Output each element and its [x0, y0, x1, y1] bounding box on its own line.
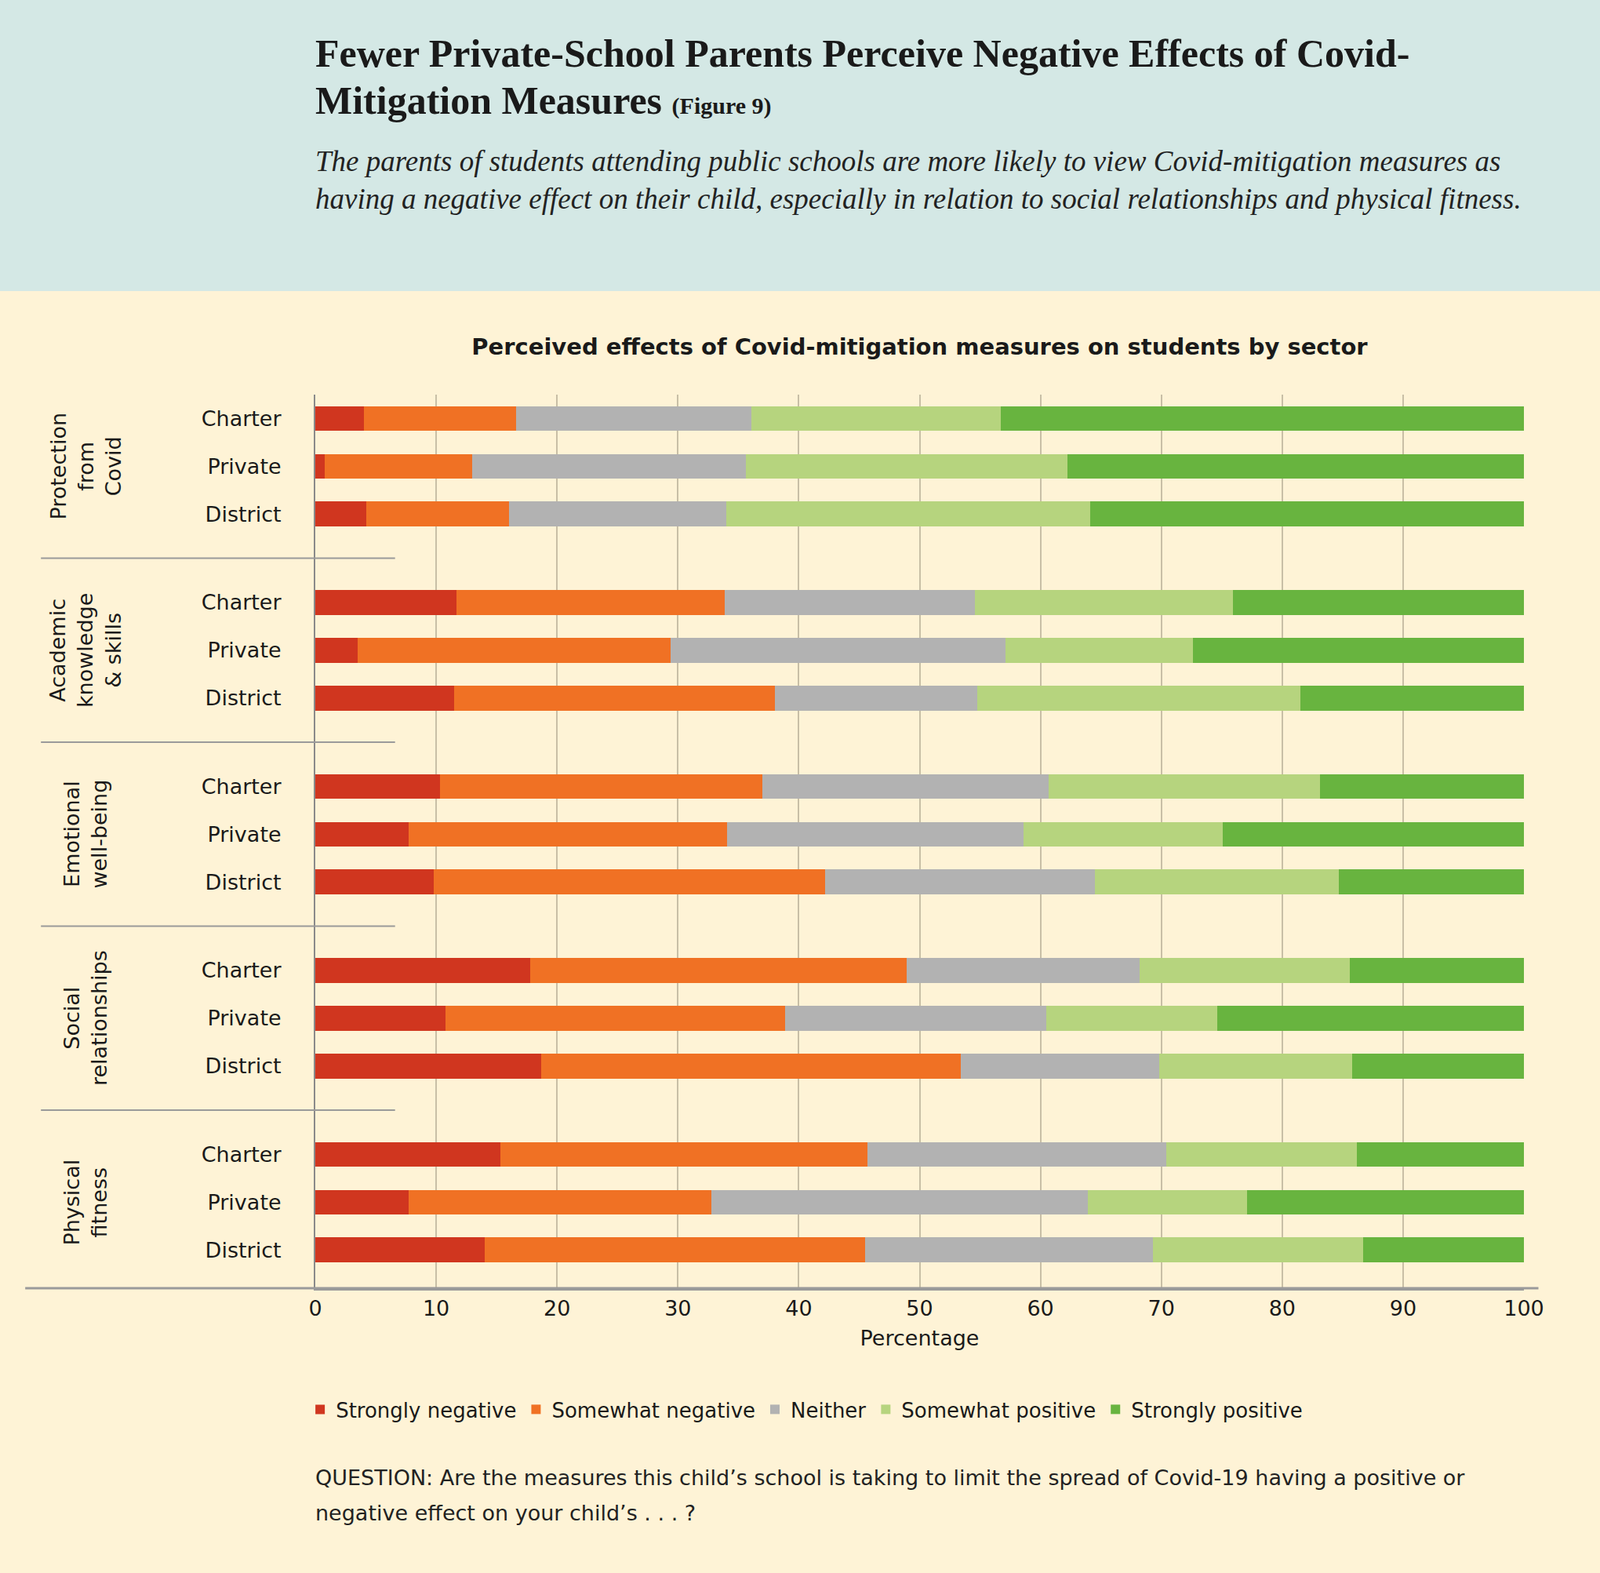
svg-text:40: 40: [785, 1295, 812, 1320]
svg-text:100: 100: [1503, 1295, 1545, 1320]
svg-text:ProtectionfromCovid: ProtectionfromCovid: [46, 412, 126, 520]
svg-text:Private: Private: [207, 1189, 281, 1215]
svg-text:Strongly positive: Strongly positive: [1130, 1398, 1303, 1422]
svg-text:Percentage: Percentage: [860, 1325, 980, 1350]
svg-text:Perceived effects of Covid-mit: Perceived effects of Covid-mitigation me…: [471, 333, 1368, 360]
svg-text:District: District: [205, 1237, 282, 1262]
svg-text:Academicknowledge& skills: Academicknowledge& skills: [45, 592, 125, 708]
svg-text:10: 10: [422, 1295, 450, 1320]
svg-text:70: 70: [1148, 1295, 1175, 1320]
svg-text:Socialrelationships: Socialrelationships: [59, 949, 112, 1086]
svg-text:50: 50: [905, 1295, 933, 1320]
svg-text:District: District: [205, 869, 282, 895]
svg-text:Somewhat positive: Somewhat positive: [901, 1398, 1096, 1422]
svg-text:0: 0: [308, 1295, 322, 1320]
svg-text:Charter: Charter: [201, 589, 283, 615]
svg-text:Neither: Neither: [790, 1398, 866, 1422]
svg-text:Charter: Charter: [201, 957, 283, 982]
html-text:QUESTION: Are the measures thi: QUESTION: Are the measures this child’s …: [315, 1465, 1465, 1525]
svg-text:District: District: [205, 685, 282, 710]
svg-text:Somewhat negative: Somewhat negative: [551, 1398, 756, 1422]
svg-text:Charter: Charter: [201, 774, 283, 799]
svg-text:Private: Private: [207, 821, 281, 847]
svg-text:20: 20: [543, 1295, 571, 1320]
svg-text:Private: Private: [207, 637, 281, 662]
svg-text:60: 60: [1026, 1295, 1054, 1320]
svg-text:Charter: Charter: [201, 406, 283, 431]
svg-text:Private: Private: [207, 454, 281, 479]
html-text:Fewer Private-School Parents P: Fewer Private-School Parents Perceive Ne…: [315, 31, 1410, 123]
svg-text:Physicalfitness: Physicalfitness: [59, 1159, 112, 1246]
svg-text:90: 90: [1389, 1295, 1417, 1320]
svg-text:Strongly negative: Strongly negative: [335, 1398, 517, 1422]
svg-text:30: 30: [664, 1295, 691, 1320]
svg-text:District: District: [205, 501, 282, 527]
svg-text:Private: Private: [207, 1005, 281, 1030]
svg-text:80: 80: [1269, 1295, 1296, 1320]
svg-text:Emotionalwell-being: Emotionalwell-being: [59, 779, 112, 889]
html-text:The parents of students attend: The parents of students attending public…: [315, 145, 1522, 215]
svg-text:District: District: [205, 1053, 282, 1078]
svg-text:Charter: Charter: [201, 1141, 283, 1167]
